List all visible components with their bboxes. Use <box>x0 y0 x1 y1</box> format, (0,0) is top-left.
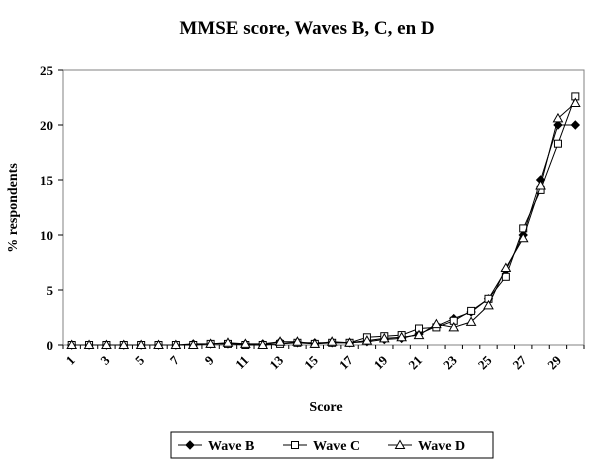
data-point-triangle <box>292 336 303 346</box>
data-point-triangle <box>101 339 112 349</box>
data-point-triangle <box>274 336 286 346</box>
x-tick-label: 9 <box>202 352 218 368</box>
legend-item: Wave D <box>388 439 465 454</box>
x-tick-label: 21 <box>405 353 425 373</box>
chart-title: MMSE score, Waves B, C, en D <box>179 18 434 39</box>
y-axis: 0 5 10 15 20 25 <box>40 63 63 353</box>
data-point-diamond <box>185 440 195 450</box>
x-tick-label: 15 <box>301 352 321 372</box>
legend-label: Wave D <box>418 439 465 454</box>
data-point-triangle <box>448 321 460 332</box>
data-point-triangle <box>118 339 130 349</box>
x-tick-label: 7 <box>167 352 183 368</box>
y-tick-label: 5 <box>47 283 54 298</box>
x-tick-label: 13 <box>266 352 286 372</box>
y-tick-label: 10 <box>40 228 53 243</box>
data-point-triangle <box>187 339 199 349</box>
x-tick-label: 19 <box>371 352 391 372</box>
x-tick-label: 27 <box>510 352 530 372</box>
data-point-triangle <box>66 339 78 349</box>
x-tick-label: 5 <box>132 352 148 368</box>
data-point-triangle <box>413 329 425 340</box>
data-point-triangle <box>500 262 512 272</box>
data-point-triangle <box>483 299 494 310</box>
data-point-triangle <box>135 339 147 349</box>
y-axis-label: % respondents <box>6 163 21 253</box>
x-tick-label: 25 <box>475 352 495 372</box>
x-tick-label: 29 <box>544 352 564 372</box>
plot-area <box>62 69 585 346</box>
data-point-triangle <box>257 339 269 349</box>
data-point-triangle <box>170 339 182 349</box>
data-point-triangle <box>552 112 564 123</box>
data-point-triangle <box>205 338 216 348</box>
legend-label: Wave B <box>208 439 254 454</box>
legend-label: Wave C <box>313 439 360 454</box>
x-tick-label: 17 <box>336 352 356 372</box>
y-tick-label: 0 <box>47 338 54 353</box>
legend-box <box>170 431 494 459</box>
data-point-triangle <box>378 332 390 343</box>
data-point-triangle <box>239 338 251 348</box>
data-point-square <box>467 306 476 315</box>
data-point-triangle <box>535 179 546 190</box>
data-point-triangle <box>394 439 406 449</box>
y-tick-label: 15 <box>40 173 54 188</box>
x-axis-label: Score <box>309 400 342 415</box>
data-point-triangle <box>326 336 338 346</box>
data-point-triangle <box>309 338 321 348</box>
series-layer <box>66 92 581 350</box>
data-point-triangle <box>344 337 355 347</box>
data-point-triangle <box>396 331 408 342</box>
data-point-triangle <box>83 339 95 349</box>
data-point-square <box>291 441 299 449</box>
legend-item: Wave C <box>283 439 360 454</box>
data-point-triangle <box>465 316 477 326</box>
y-tick-label: 20 <box>40 118 53 133</box>
x-tick-label: 3 <box>97 352 113 368</box>
data-point-triangle <box>431 318 442 329</box>
x-tick-label: 1 <box>63 353 78 368</box>
data-point-square <box>553 139 562 148</box>
data-point-triangle <box>517 232 529 243</box>
data-point-triangle <box>569 97 581 107</box>
legend: Wave B Wave C Wave D <box>170 431 494 459</box>
x-tick-label: 11 <box>232 353 251 372</box>
x-tick-label: 23 <box>440 352 460 372</box>
series-wave-d <box>66 97 581 349</box>
data-point-triangle <box>222 337 234 347</box>
data-point-triangle <box>153 339 164 349</box>
data-point-diamond <box>570 120 581 130</box>
data-point-triangle <box>361 335 373 345</box>
data-point-square <box>501 272 510 281</box>
legend-item: Wave B <box>178 439 254 454</box>
y-tick-label: 25 <box>40 63 54 78</box>
